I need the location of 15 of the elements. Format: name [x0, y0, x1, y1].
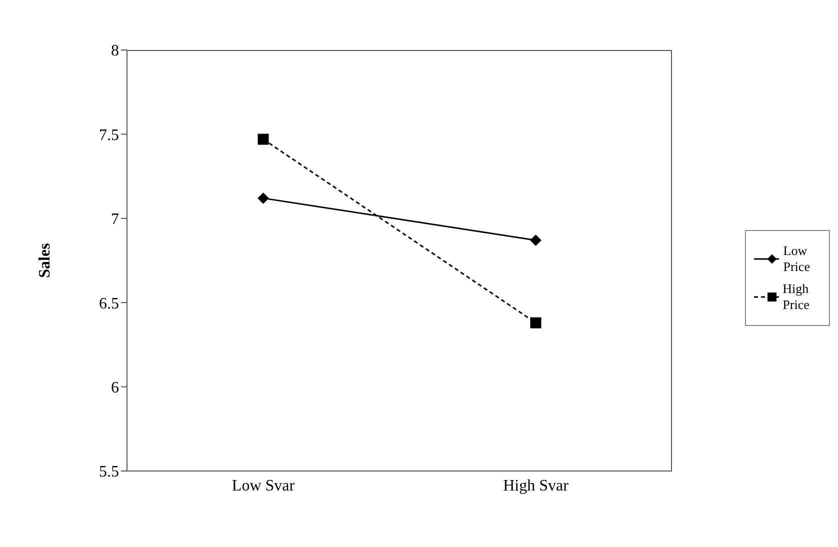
x-tick-label: High Svar	[503, 477, 570, 494]
y-tick-label: 6.5	[99, 295, 119, 312]
legend-label: Low Price	[783, 243, 811, 275]
point	[530, 317, 542, 328]
y-tick-label: 8	[111, 42, 119, 60]
y-tick-label: 6	[111, 379, 119, 396]
x-tick-label: Low Svar	[232, 477, 296, 494]
point	[258, 192, 269, 204]
legend-label: High Price	[782, 281, 810, 313]
y-tick-label: 7	[111, 211, 119, 228]
y-tick-label: 7.5	[99, 126, 119, 144]
y-axis-title: Sales	[36, 243, 54, 278]
y-tick-label: 5.5	[99, 464, 119, 481]
point	[530, 234, 542, 246]
point	[258, 134, 269, 145]
